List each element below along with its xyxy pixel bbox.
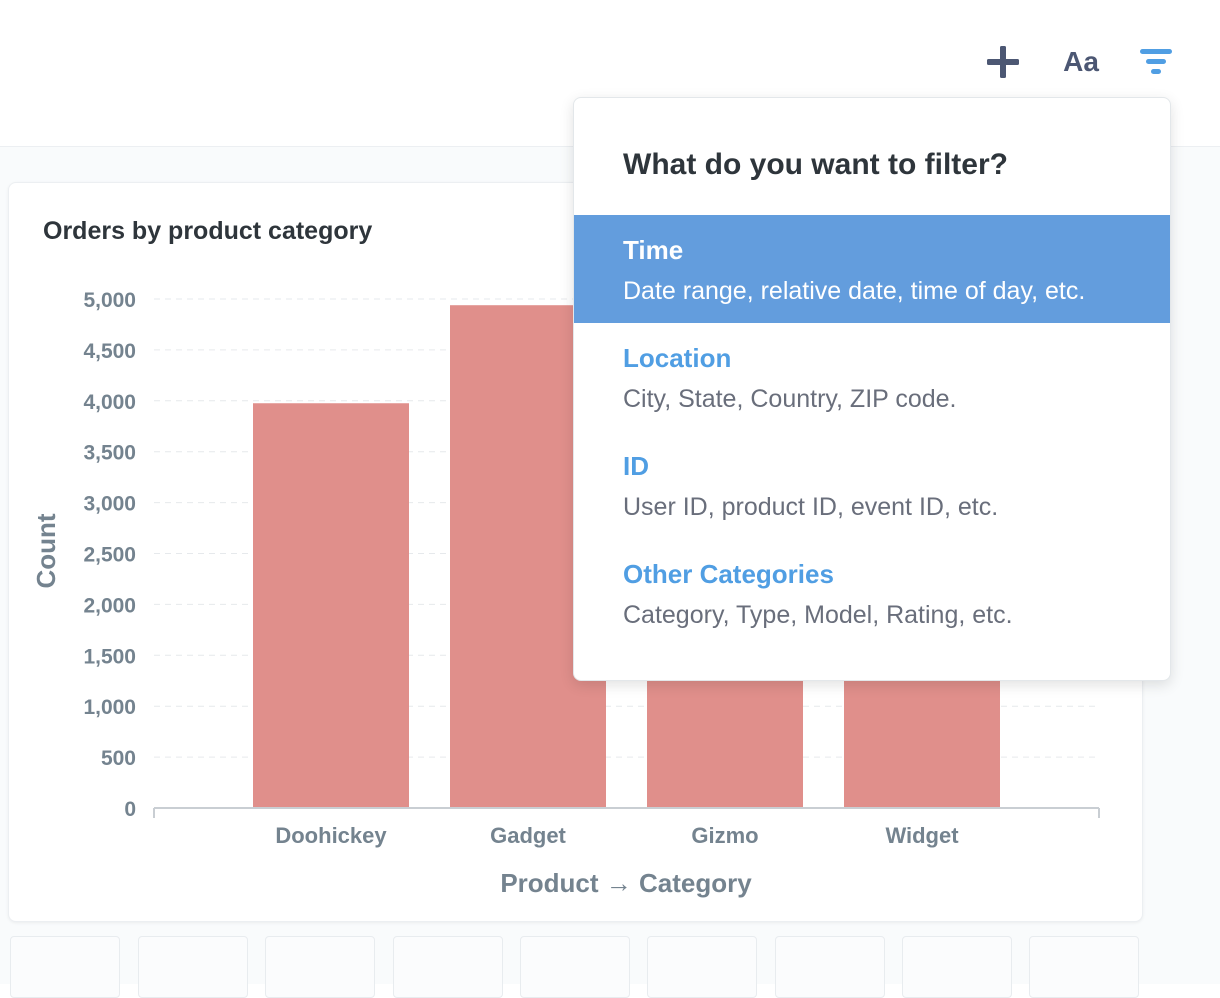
filter-option-label: Time <box>623 235 684 265</box>
filter-option-other-categories[interactable]: Other Categories Category, Type, Model, … <box>574 539 1170 647</box>
y-tick-label: 1,500 <box>83 645 136 668</box>
card-title[interactable]: Orders by product category <box>43 217 373 245</box>
dashboard-tile[interactable] <box>10 936 120 998</box>
add-question-button[interactable] <box>985 44 1021 80</box>
filter-option-label: Other Categories <box>623 559 834 589</box>
add-text-button[interactable]: Aa <box>1063 46 1099 77</box>
plus-icon <box>987 46 1019 78</box>
x-tick-label: Widget <box>885 823 959 848</box>
x-tick-label: Gizmo <box>691 823 758 848</box>
y-axis-label: Count <box>31 513 61 588</box>
filter-option-description: Category, Type, Model, Rating, etc. <box>623 601 1013 629</box>
filter-icon <box>1140 49 1172 74</box>
y-tick-label: 4,500 <box>83 340 136 363</box>
dashboard-tile[interactable] <box>902 936 1012 998</box>
dashboard-tile[interactable] <box>647 936 757 998</box>
filter-option-time[interactable]: Time Date range, relative date, time of … <box>574 215 1170 323</box>
filter-option-id[interactable]: ID User ID, product ID, event ID, etc. <box>574 431 1170 539</box>
filter-option-description: User ID, product ID, event ID, etc. <box>623 493 999 521</box>
filter-option-label: ID <box>623 451 649 481</box>
y-tick-label: 3,000 <box>83 493 136 516</box>
y-tick-label: 4,000 <box>83 391 136 414</box>
y-tick-label: 1,000 <box>83 696 136 719</box>
x-tick-label: Gadget <box>490 823 566 848</box>
dashboard-tile[interactable] <box>138 936 248 998</box>
bar-doohickey[interactable] <box>253 403 409 808</box>
add-filter-button[interactable] <box>1138 44 1174 80</box>
popover-title: What do you want to filter? <box>623 148 1008 181</box>
y-tick-label: 5,000 <box>83 289 136 312</box>
filter-option-description: City, State, Country, ZIP code. <box>623 385 957 413</box>
x-tick-label: Doohickey <box>275 823 387 848</box>
filter-type-popover: What do you want to filter? Time Date ra… <box>573 97 1171 681</box>
x-axis-label: Product → Category <box>500 868 752 898</box>
filter-option-description: Date range, relative date, time of day, … <box>623 277 1086 305</box>
dashboard-tile[interactable] <box>775 936 885 998</box>
dashboard-tile[interactable] <box>1029 936 1139 998</box>
filter-option-location[interactable]: Location City, State, Country, ZIP code. <box>574 323 1170 431</box>
filter-option-label: Location <box>623 343 732 373</box>
y-tick-label: 2,000 <box>83 594 136 617</box>
dashboard-tile[interactable] <box>520 936 630 998</box>
y-tick-label: 500 <box>101 747 136 770</box>
y-tick-label: 2,500 <box>83 544 136 567</box>
dashboard-tile[interactable] <box>393 936 503 998</box>
y-tick-label: 3,500 <box>83 442 136 465</box>
dashboard-tile[interactable] <box>265 936 375 998</box>
y-tick-label: 0 <box>124 798 136 821</box>
